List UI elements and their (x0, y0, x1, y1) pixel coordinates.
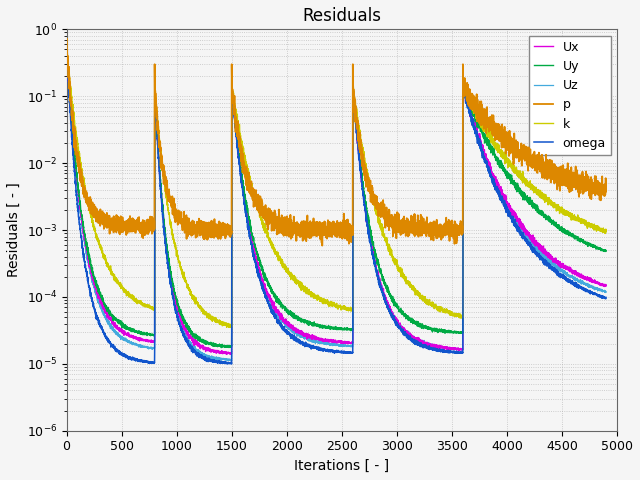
Line: Uy: Uy (67, 50, 606, 348)
Uz (290, 328, 298, 334)
k (408, 283, 415, 288)
Uz (408, 333, 415, 339)
omega (600, 294, 607, 300)
omega (521, 234, 529, 240)
Line: p: p (67, 38, 606, 246)
k (521, 179, 529, 184)
omega (567, 280, 575, 286)
k (290, 276, 298, 282)
Ux (567, 268, 575, 274)
Uz (567, 275, 575, 281)
Uy (600, 247, 607, 253)
k (600, 227, 607, 232)
p (521, 156, 529, 162)
p (600, 191, 607, 196)
Line: k: k (67, 48, 606, 327)
Uz (363, 216, 371, 221)
Y-axis label: Residuals [ - ]: Residuals [ - ] (7, 183, 21, 277)
omega (63, 45, 70, 50)
Ux (600, 282, 607, 288)
Uz (602, 289, 610, 295)
Ux (226, 351, 234, 357)
p (602, 184, 610, 190)
p (290, 225, 298, 231)
k (226, 324, 234, 330)
k (602, 228, 610, 234)
Uy (363, 210, 371, 216)
k (363, 173, 371, 179)
p (63, 36, 70, 41)
Line: omega: omega (67, 48, 606, 364)
p (318, 243, 326, 249)
Uy (290, 312, 298, 318)
p (567, 185, 575, 191)
Line: Ux: Ux (67, 50, 606, 354)
Uy (567, 230, 575, 236)
Uz (224, 358, 232, 363)
Ux (290, 325, 298, 331)
Uy (521, 191, 529, 196)
Line: Uz: Uz (67, 49, 606, 360)
Uy (408, 319, 415, 324)
Uz (521, 231, 529, 237)
p (408, 228, 415, 234)
Uz (63, 46, 70, 52)
omega (408, 336, 415, 342)
k (567, 210, 575, 216)
Ux (521, 227, 529, 232)
p (63, 37, 70, 43)
Uz (600, 288, 607, 294)
Uy (63, 49, 70, 55)
k (63, 46, 70, 51)
X-axis label: Iterations [ - ]: Iterations [ - ] (294, 459, 389, 473)
k (63, 51, 70, 57)
p (363, 173, 371, 179)
omega (228, 361, 236, 367)
Ux (63, 47, 70, 53)
Title: Residuals: Residuals (302, 7, 381, 25)
Uy (218, 345, 225, 350)
omega (602, 294, 610, 300)
Ux (602, 282, 610, 288)
Uy (63, 48, 70, 53)
omega (363, 218, 371, 224)
Uy (602, 249, 610, 254)
Ux (363, 220, 371, 226)
Ux (408, 333, 415, 339)
omega (290, 336, 298, 341)
Legend: Ux, Uy, Uz, p, k, omega: Ux, Uy, Uz, p, k, omega (529, 36, 611, 155)
